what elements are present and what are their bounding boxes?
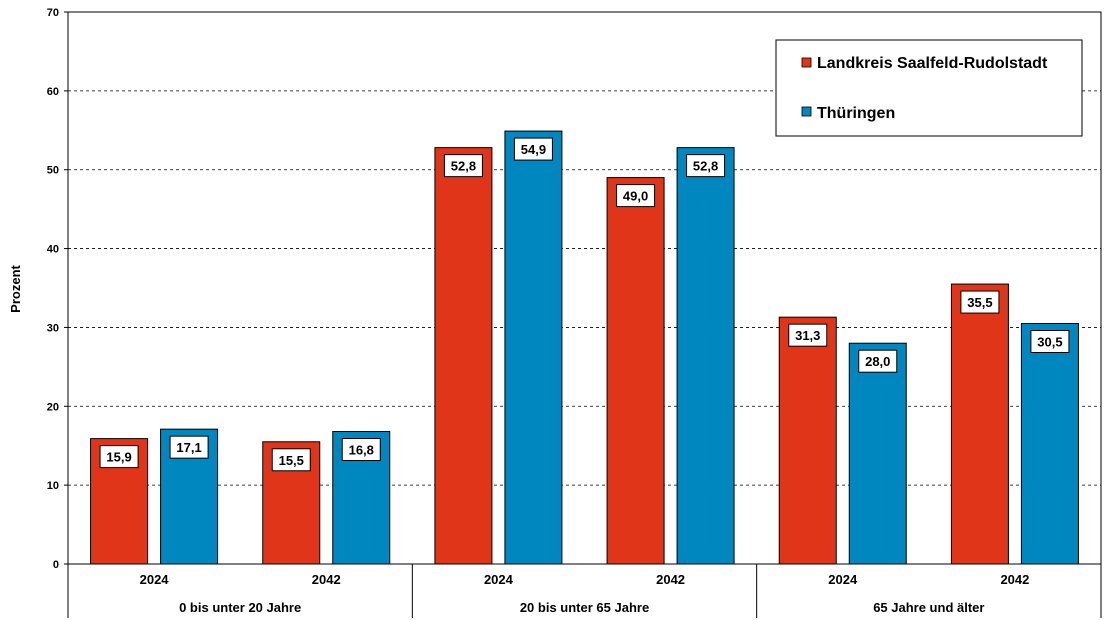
data-label-box [513,137,553,161]
y-tick-label: 50 [47,165,59,177]
data-label: 28,0 [865,354,890,369]
axis-layer: 0 10 20 30 40 50 60 70 0 bis unter 20 Jahre 2024 2… [47,7,1102,618]
data-label: 49,0 [623,189,648,204]
data-label-box [271,448,311,472]
data-label-box [960,290,1000,314]
y-axis-label: Prozent [8,264,23,312]
bars-layer [90,130,1079,565]
data-label: 52,8 [693,159,718,174]
data-label: 35,5 [967,295,992,310]
year-label: 2024 [140,572,170,587]
y-tick-label: 70 [47,7,59,19]
bar [434,147,493,565]
data-label-box [1030,329,1070,353]
data-label-box [858,349,898,373]
data-label: 15,9 [106,450,131,465]
bar [676,147,735,565]
y-tick-label: 0 [53,559,59,571]
data-label: 15,5 [279,453,304,468]
y-tick-label: 30 [47,322,59,334]
data-labels-layer: 15,9 17,1 15,5 16,8 52,8 54,9 49,0 52,8 31,3 28,0… [99,137,1070,472]
data-label: 52,8 [451,159,476,174]
legend-label-landkreis: Landkreis Saalfeld-Rudolstadt [817,55,1048,72]
legend-swatch-thueringen [801,106,812,117]
group-label: 65 Jahre und älter [873,600,984,615]
group-label: 0 bis unter 20 Jahre [179,600,301,615]
data-label: 17,1 [176,440,201,455]
year-label: 2024 [828,572,858,587]
data-label: 31,3 [795,328,820,343]
data-label-box [443,154,483,178]
data-label-box [169,435,209,459]
data-label: 16,8 [349,443,374,458]
y-tick-label: 40 [47,244,59,256]
legend-box [775,39,1083,137]
y-tick-label: 10 [47,480,59,492]
bar [606,177,665,565]
data-label-box [341,438,381,462]
plot-area-frame [67,11,1102,565]
group-label: 20 bis unter 65 Jahre [520,600,649,615]
legend-swatch-landkreis [801,57,812,68]
bar [1020,322,1079,565]
data-label-box [99,445,139,469]
year-label: 2024 [484,572,514,587]
legend-label-thueringen: Thüringen [817,105,895,122]
year-label: 2042 [312,572,341,587]
bar [848,342,907,565]
y-tick-label: 20 [47,401,59,413]
year-label: 2042 [656,572,685,587]
bar [950,283,1009,565]
y-tick-label: 60 [47,86,59,98]
bar [778,316,837,565]
data-label-box [686,154,726,178]
year-label: 2042 [1000,572,1029,587]
data-label-box [616,184,656,208]
bar [504,130,563,565]
data-label: 30,5 [1037,334,1062,349]
legend: Landkreis Saalfeld-Rudolstadt Thüringen [775,39,1083,137]
data-label: 54,9 [521,142,546,157]
data-label-box [788,323,828,347]
